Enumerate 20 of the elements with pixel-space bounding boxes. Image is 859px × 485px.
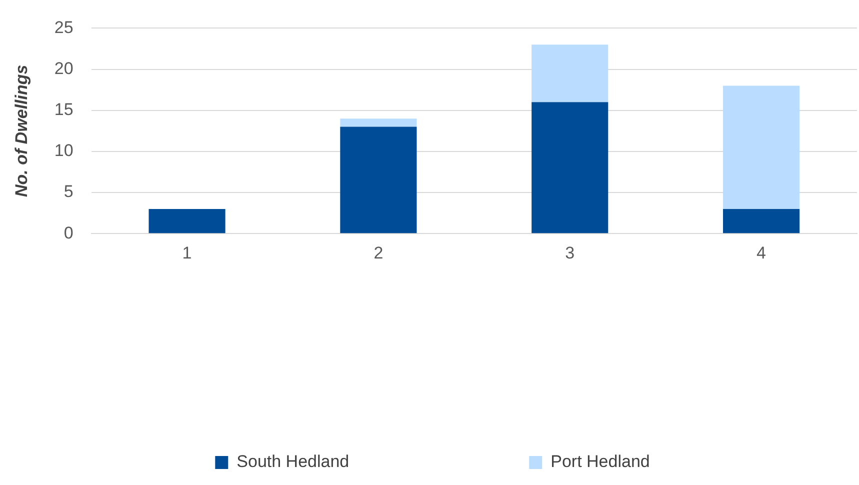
y-tick-label: 15 bbox=[54, 100, 74, 120]
x-tick-label: 1 bbox=[182, 243, 192, 262]
bar bbox=[723, 208, 800, 234]
bar bbox=[723, 86, 800, 209]
x-tick-label: 2 bbox=[374, 243, 384, 262]
bar bbox=[148, 208, 226, 234]
bar bbox=[340, 118, 417, 127]
y-tick-label: 10 bbox=[54, 141, 74, 160]
legend-label: South Hedland bbox=[236, 452, 350, 472]
bar bbox=[340, 126, 417, 234]
bar bbox=[532, 102, 608, 234]
y-tick-label: 0 bbox=[64, 223, 74, 242]
y-tick-label: 25 bbox=[54, 18, 74, 37]
bar bbox=[532, 44, 608, 102]
y-tick-label: 5 bbox=[64, 182, 74, 202]
y-tick-label: 20 bbox=[54, 58, 74, 78]
x-tick-label: 3 bbox=[565, 243, 575, 262]
y-axis-title: No. of Dwellings bbox=[12, 64, 31, 198]
x-tick-label: 4 bbox=[756, 243, 766, 262]
legend-label: Port Hedland bbox=[550, 452, 650, 472]
